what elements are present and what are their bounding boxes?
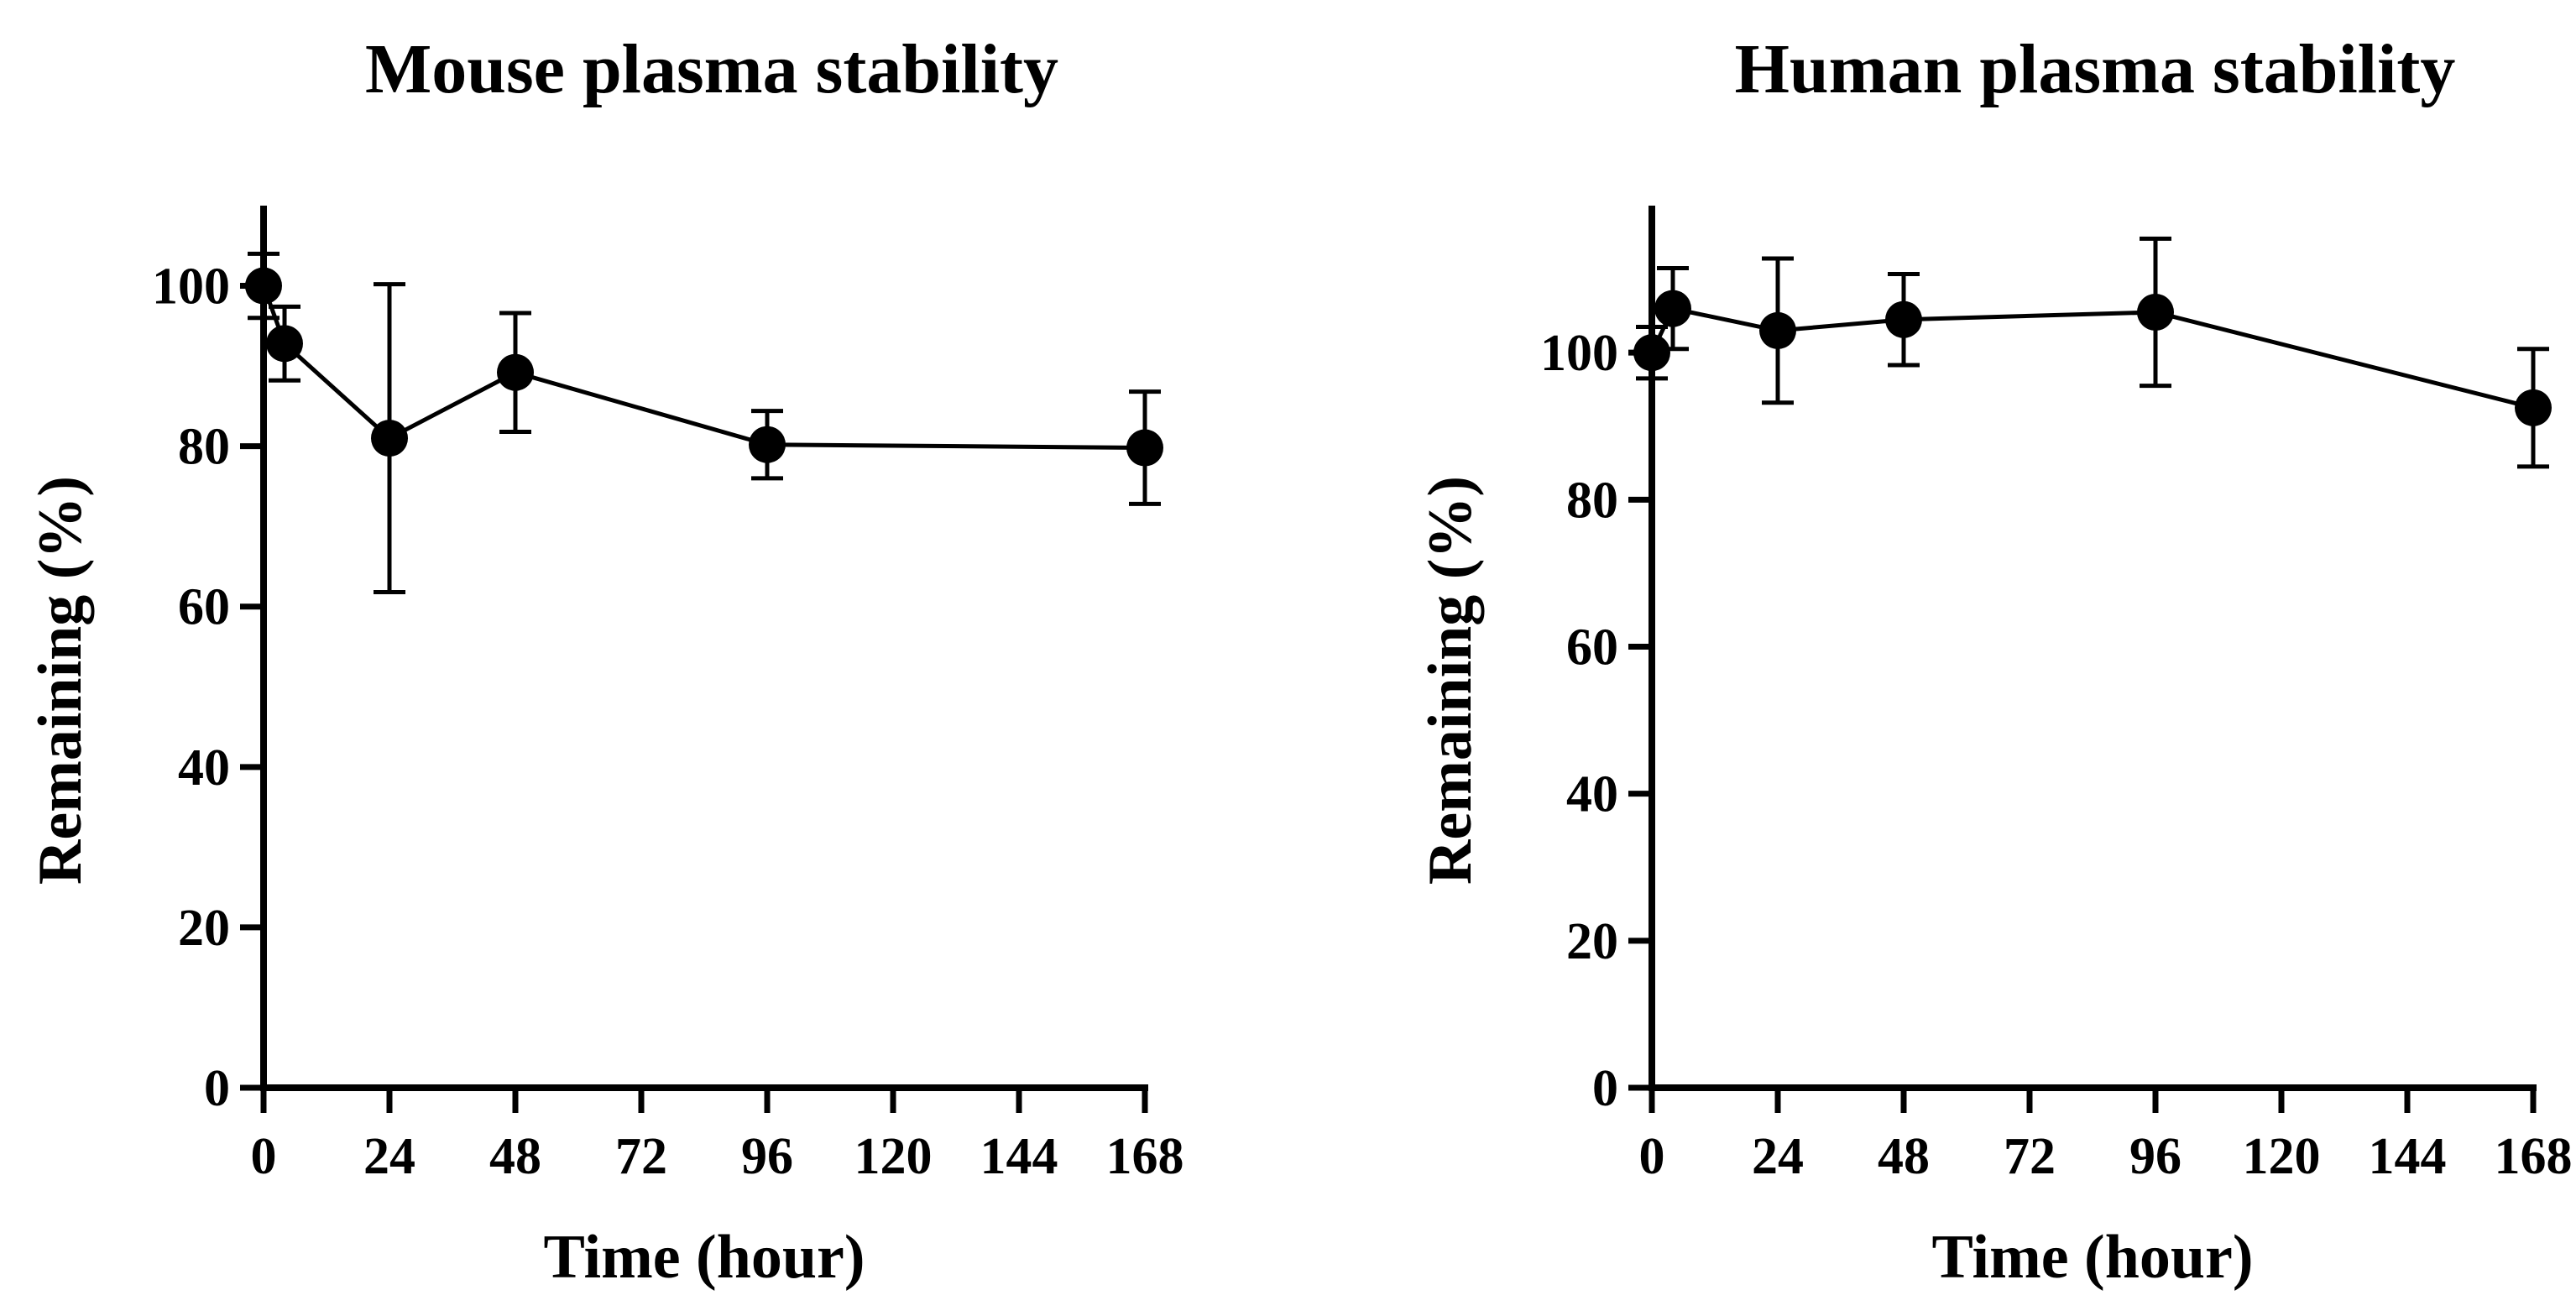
y-tick-label: 100: [1540, 325, 1618, 382]
data-point: [245, 267, 282, 305]
data-point: [1126, 429, 1163, 467]
chart-title: Mouse plasma stability: [365, 30, 1058, 108]
y-tick-label: 80: [178, 419, 230, 476]
y-tick-label: 100: [152, 259, 230, 316]
x-tick-label: 96: [2129, 1128, 2182, 1185]
data-point: [2137, 293, 2174, 331]
x-tick-label: 144: [2369, 1128, 2447, 1185]
data-point: [1759, 311, 1796, 349]
x-axis-label: Time (hour): [543, 1223, 865, 1292]
y-tick-label: 60: [178, 579, 230, 636]
y-tick-label: 20: [1566, 913, 1618, 970]
data-point: [749, 426, 786, 463]
x-tick-label: 120: [2243, 1128, 2321, 1185]
x-tick-label: 48: [1878, 1128, 1930, 1185]
y-tick-label: 40: [1566, 766, 1618, 823]
y-tick-label: 80: [1566, 472, 1618, 529]
x-tick-label: 72: [615, 1128, 667, 1185]
y-axis-label: Remaining (%): [26, 476, 95, 885]
x-tick-label: 96: [741, 1128, 793, 1185]
data-point: [497, 353, 534, 391]
chart-panel-2: Human plasma stability 0 20 40 60 80 100 0 24 48 7…: [1416, 30, 2573, 1292]
y-tick-label: 20: [178, 900, 230, 957]
y-axis-label: Remaining (%): [1416, 476, 1485, 885]
x-tick-label: 24: [1752, 1128, 1804, 1185]
y-tick-label: 0: [1592, 1060, 1618, 1117]
data-point: [2515, 389, 2552, 426]
data-point: [1633, 334, 1670, 372]
x-tick-label: 0: [251, 1128, 277, 1185]
data-point: [371, 420, 408, 457]
x-tick-label: 24: [363, 1128, 415, 1185]
data-point: [266, 325, 303, 363]
x-axis-label: Time (hour): [1931, 1223, 2253, 1292]
x-tick-label: 72: [2004, 1128, 2056, 1185]
x-tick-label: 168: [2495, 1128, 2573, 1185]
x-tick-label: 168: [1106, 1128, 1184, 1185]
x-tick-label: 48: [489, 1128, 541, 1185]
y-tick-label: 40: [178, 739, 230, 797]
data-point: [1885, 300, 1922, 338]
x-tick-label: 144: [980, 1128, 1058, 1185]
x-tick-label: 120: [854, 1128, 933, 1185]
data-point: [1654, 290, 1691, 327]
chart-title: Human plasma stability: [1735, 30, 2456, 108]
y-tick-label: 0: [204, 1060, 230, 1117]
x-tick-label: 0: [1639, 1128, 1665, 1185]
y-tick-label: 60: [1566, 619, 1618, 676]
chart-panel-1: Mouse plasma stability 0 20 40 60 80 100 0 24 48 7…: [26, 30, 1184, 1292]
